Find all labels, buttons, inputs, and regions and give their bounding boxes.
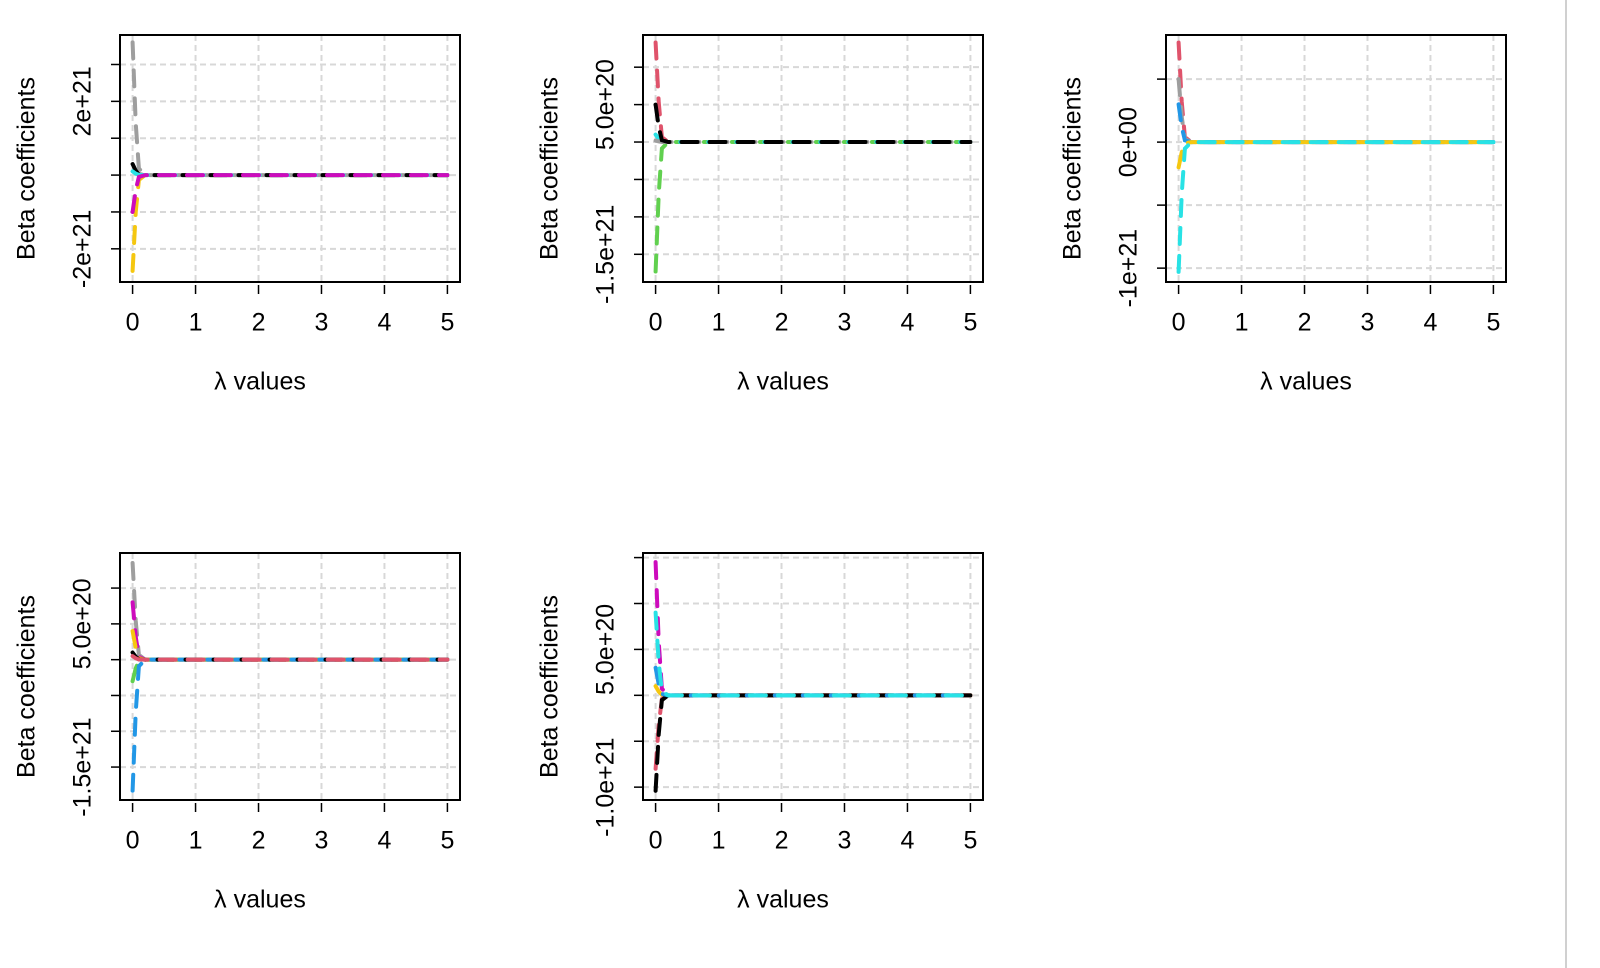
y-tick-label: 5.0e+20 — [592, 604, 620, 695]
plot-frame — [119, 34, 461, 283]
plot-area — [643, 553, 983, 800]
series-line — [653, 693, 973, 793]
plot-area — [1166, 35, 1506, 282]
y-axis-label: Beta coefficients — [536, 77, 564, 260]
x-tick-label: 0 — [126, 309, 140, 337]
y-axis-label: Beta coefficients — [13, 595, 41, 778]
x-tick-label: 1 — [712, 827, 726, 855]
x-tick-label: 1 — [189, 827, 203, 855]
panel: -1.5e+21 5.0e+20 0 1 2 3 4 5 λ values Beta coeffi… — [536, 34, 984, 396]
series-line — [653, 665, 973, 698]
panel: -1e+21 0e+00 0 1 2 3 4 5 λ values Beta coefficien… — [1059, 34, 1507, 396]
x-tick-label: 4 — [900, 827, 914, 855]
x-axis-label: λ values — [214, 886, 306, 914]
plot-area — [120, 35, 460, 282]
x-tick-label: 5 — [963, 827, 977, 855]
plot-frame — [642, 34, 984, 283]
series-line — [653, 610, 973, 698]
x-tick-label: 2 — [252, 309, 266, 337]
y-axis-label: Beta coefficients — [1059, 77, 1087, 260]
x-axis-label: λ values — [214, 368, 306, 396]
y-tick-label: 5.0e+20 — [592, 59, 620, 150]
panel: -2e+21 2e+21 0 1 2 3 4 5 λ values Beta coefficien… — [13, 34, 461, 396]
plot-area — [120, 553, 460, 800]
y-tick-label: -1.5e+21 — [69, 717, 97, 816]
x-tick-label: 3 — [1361, 309, 1375, 337]
x-tick-label: 4 — [1423, 309, 1437, 337]
plot-frame — [1165, 34, 1507, 283]
y-tick-label: 5.0e+20 — [69, 578, 97, 669]
y-tick-label: 0e+00 — [1115, 107, 1143, 177]
x-tick-label: 2 — [1298, 309, 1312, 337]
x-axis-label: λ values — [737, 368, 829, 396]
x-tick-label: 5 — [440, 827, 454, 855]
x-tick-label: 5 — [1486, 309, 1500, 337]
y-tick-label: -2e+21 — [69, 210, 97, 289]
plot-area — [643, 35, 983, 282]
panel: -1.0e+21 5.0e+20 0 1 2 3 4 5 λ values Beta coeffi… — [536, 552, 984, 914]
series-line — [1176, 140, 1496, 274]
x-tick-label: 0 — [649, 827, 663, 855]
y-tick-label: 2e+21 — [69, 66, 97, 136]
x-tick-label: 1 — [189, 309, 203, 337]
x-tick-label: 5 — [963, 309, 977, 337]
x-tick-label: 3 — [315, 309, 329, 337]
y-tick-label: -1.0e+21 — [592, 737, 620, 836]
x-tick-label: 4 — [377, 309, 391, 337]
x-tick-label: 4 — [377, 827, 391, 855]
series-line — [130, 654, 450, 662]
plot-frame — [642, 552, 984, 801]
x-tick-label: 0 — [126, 827, 140, 855]
x-tick-label: 2 — [775, 309, 789, 337]
y-tick-label: -1e+21 — [1115, 229, 1143, 308]
x-axis-label: λ values — [1260, 368, 1352, 396]
series-line — [653, 102, 973, 145]
x-tick-label: 2 — [252, 827, 266, 855]
x-tick-label: 0 — [1172, 309, 1186, 337]
x-tick-label: 1 — [712, 309, 726, 337]
series-line — [130, 173, 450, 214]
x-tick-label: 1 — [1235, 309, 1249, 337]
x-tick-label: 4 — [900, 309, 914, 337]
y-axis-label: Beta coefficients — [13, 77, 41, 260]
x-tick-label: 5 — [440, 309, 454, 337]
x-tick-label: 3 — [315, 827, 329, 855]
y-tick-label: -1.5e+21 — [592, 205, 620, 304]
y-axis-label: Beta coefficients — [536, 595, 564, 778]
plot-frame — [119, 552, 461, 801]
x-tick-label: 2 — [775, 827, 789, 855]
x-tick-label: 3 — [838, 309, 852, 337]
x-axis-label: λ values — [737, 886, 829, 914]
panel: -1.5e+21 5.0e+20 0 1 2 3 4 5 λ values Beta coeffi… — [13, 552, 461, 914]
series-line — [1176, 140, 1496, 170]
x-tick-label: 0 — [649, 309, 663, 337]
x-tick-label: 3 — [838, 827, 852, 855]
